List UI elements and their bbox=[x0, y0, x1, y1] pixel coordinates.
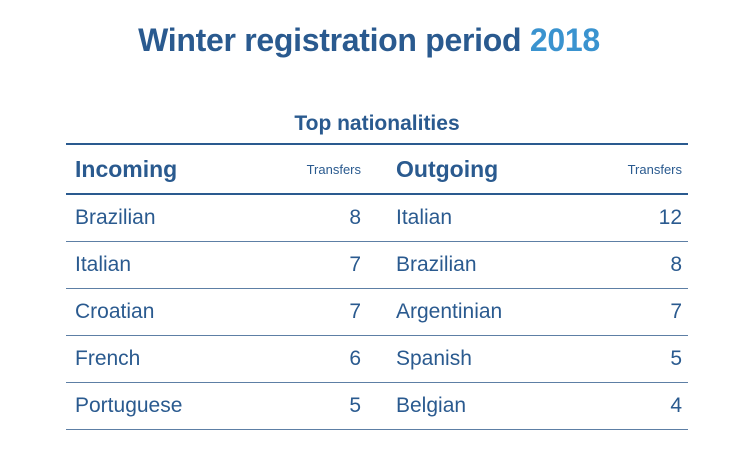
outgoing-nationality: Brazilian bbox=[396, 253, 477, 276]
outgoing-transfers: 8 bbox=[670, 253, 682, 276]
incoming-nationality: Brazilian bbox=[75, 206, 156, 229]
outgoing-transfers: 12 bbox=[658, 206, 682, 229]
incoming-transfers: 6 bbox=[349, 347, 361, 370]
outgoing-nationality: Argentinian bbox=[396, 300, 503, 323]
incoming-transfers: 8 bbox=[349, 206, 361, 229]
incoming-transfers: 7 bbox=[349, 300, 361, 323]
table-header-row: Incoming Transfers Outgoing Transfers bbox=[66, 145, 688, 195]
outgoing-transfers: 5 bbox=[670, 347, 682, 370]
outgoing-transfers-header: Transfers bbox=[627, 161, 682, 177]
incoming-nationality: Croatian bbox=[75, 300, 155, 323]
nationalities-table: Incoming Transfers Outgoing Transfers Br… bbox=[66, 143, 688, 430]
incoming-transfers-header: Transfers bbox=[306, 161, 361, 177]
table-row: Croatian 7 Argentinian 7 bbox=[66, 289, 688, 336]
page-title: Winter registration period 2018 bbox=[0, 22, 738, 59]
incoming-header: Incoming bbox=[75, 155, 178, 182]
title-year: 2018 bbox=[529, 22, 600, 58]
incoming-transfers: 7 bbox=[349, 253, 361, 276]
outgoing-nationality: Italian bbox=[396, 206, 453, 229]
table-subtitle: Top nationalities bbox=[294, 112, 460, 135]
outgoing-transfers: 4 bbox=[670, 394, 682, 417]
title-text: Winter registration period bbox=[138, 22, 522, 58]
table-row: Brazilian 8 Italian 12 bbox=[66, 195, 688, 242]
outgoing-transfers: 7 bbox=[670, 300, 682, 323]
incoming-nationality: Portuguese bbox=[75, 394, 183, 417]
incoming-nationality: French bbox=[75, 347, 141, 370]
incoming-nationality: Italian bbox=[75, 253, 132, 276]
incoming-transfers: 5 bbox=[349, 394, 361, 417]
table-row: Portuguese 5 Belgian 4 bbox=[66, 383, 688, 430]
outgoing-nationality: Spanish bbox=[396, 347, 472, 370]
outgoing-header: Outgoing bbox=[396, 155, 499, 182]
table-row: Italian 7 Brazilian 8 bbox=[66, 242, 688, 289]
outgoing-nationality: Belgian bbox=[396, 394, 467, 417]
table-row: French 6 Spanish 5 bbox=[66, 336, 688, 383]
